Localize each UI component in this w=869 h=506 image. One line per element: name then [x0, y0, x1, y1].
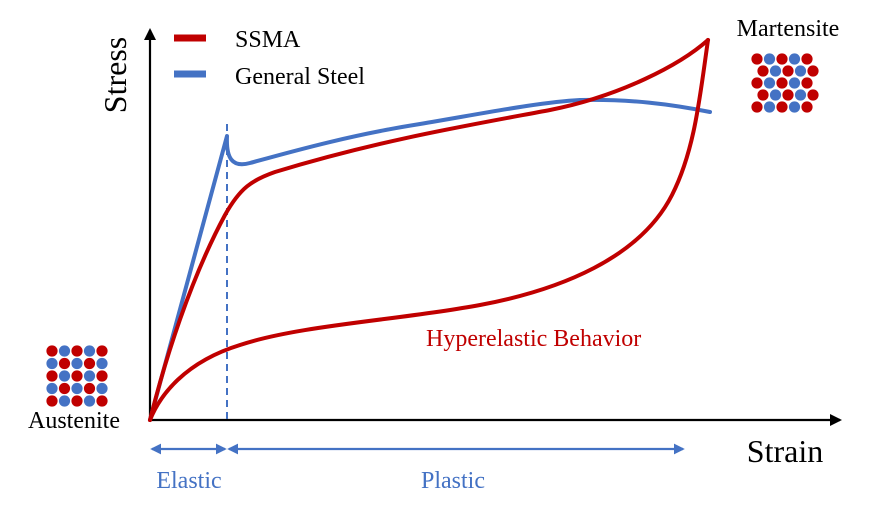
- atom: [83, 345, 96, 357]
- atom: [46, 395, 58, 407]
- atom: [46, 382, 58, 395]
- martensite-lattice-icon: [751, 53, 819, 113]
- atom: [782, 89, 794, 101]
- atom: [776, 101, 788, 113]
- atom: [96, 357, 108, 370]
- atom: [776, 77, 788, 89]
- hyperelastic-behavior-label: Hyperelastic Behavior: [426, 326, 641, 352]
- atom: [763, 53, 776, 65]
- atom: [776, 53, 788, 65]
- atom: [788, 77, 801, 89]
- atom: [71, 395, 83, 407]
- atom: [83, 395, 96, 407]
- atom: [96, 345, 108, 357]
- atom: [96, 395, 108, 407]
- plastic-region-label: Plastic: [421, 468, 485, 494]
- atom: [46, 345, 58, 357]
- atom: [71, 382, 83, 395]
- atom: [58, 370, 71, 382]
- atom: [788, 101, 801, 113]
- legend-label-general-steel: General Steel: [235, 64, 365, 90]
- atom: [83, 382, 96, 395]
- atom: [769, 89, 782, 101]
- atom: [801, 101, 813, 113]
- atom: [46, 370, 58, 382]
- atom: [807, 89, 819, 101]
- atom: [757, 89, 769, 101]
- atom: [801, 77, 813, 89]
- ssma-unloading-curve: [148, 38, 710, 422]
- atom: [46, 357, 58, 370]
- legend-label-ssma: SSMA: [235, 27, 301, 53]
- atom: [769, 65, 782, 77]
- atom: [807, 65, 819, 77]
- elastic-region-label: Elastic: [156, 468, 221, 494]
- atom: [58, 382, 71, 395]
- atom: [763, 77, 776, 89]
- atom: [751, 101, 763, 113]
- atom: [96, 382, 108, 395]
- atom: [801, 53, 813, 65]
- atom: [58, 395, 71, 407]
- atom: [96, 370, 108, 382]
- general-steel-curve: [148, 97, 712, 422]
- atom: [58, 357, 71, 370]
- x-axis-label: Strain: [747, 433, 823, 469]
- atom: [782, 65, 794, 77]
- atom: [71, 370, 83, 382]
- legend: SSMA General Steel: [174, 27, 365, 90]
- ssma-loading-curve: [148, 38, 710, 422]
- atom: [71, 345, 83, 357]
- atom: [71, 357, 83, 370]
- atom: [58, 345, 71, 357]
- atom: [83, 357, 96, 370]
- atom: [751, 77, 763, 89]
- atom: [751, 53, 763, 65]
- atom: [83, 370, 96, 382]
- atom: [763, 101, 776, 113]
- y-axis-label: Stress: [97, 37, 133, 113]
- martensite-label: Martensite: [737, 16, 840, 42]
- atom: [757, 65, 769, 77]
- atom: [788, 53, 801, 65]
- austenite-lattice-icon: [46, 345, 108, 407]
- atom: [794, 89, 807, 101]
- austenite-label: Austenite: [28, 408, 120, 434]
- atom: [794, 65, 807, 77]
